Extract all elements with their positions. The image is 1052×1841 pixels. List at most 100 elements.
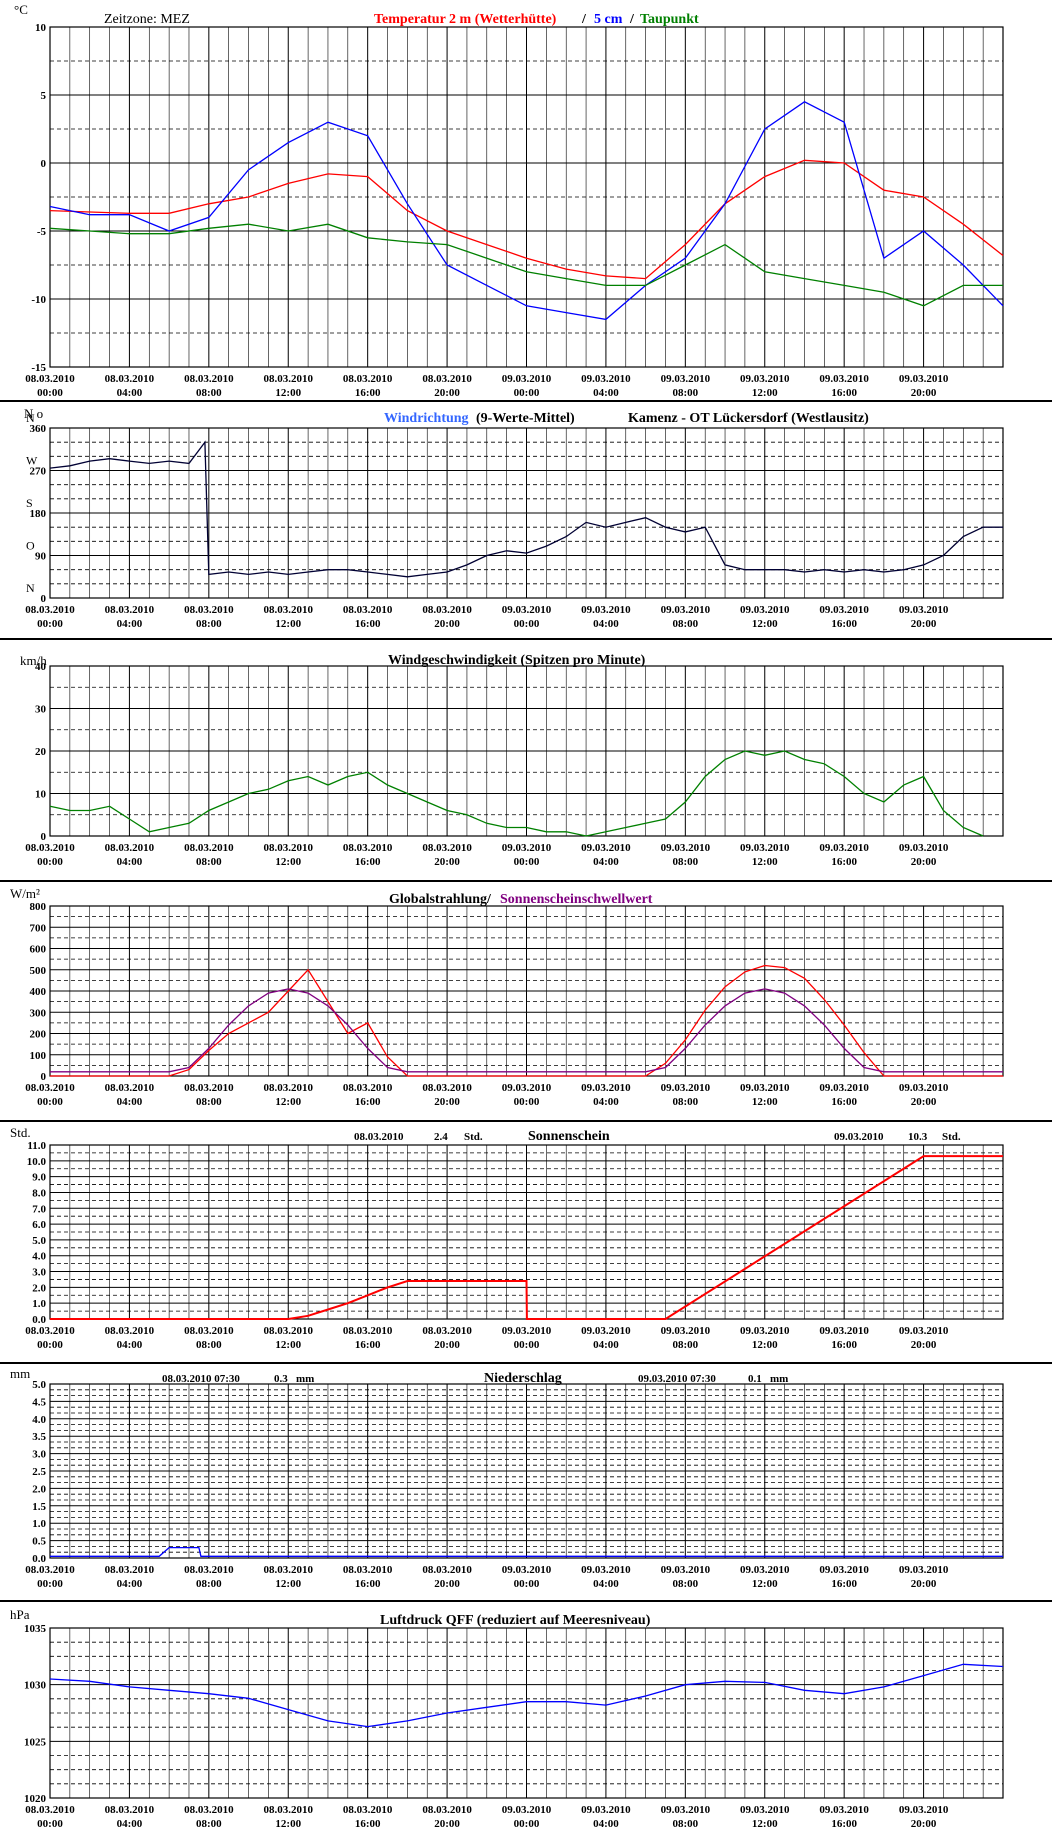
x-tick-time: 12:00 (275, 387, 301, 399)
sunshine-day2-value: 10.3 (908, 1131, 928, 1143)
sunshine-chart: Std. 08.03.2010 2.4 Std. Sonnenschein 09… (10, 1125, 1004, 1351)
sunshine-day2-date: 09.03.2010 (834, 1131, 884, 1143)
x-tick-time: 16:00 (355, 1578, 381, 1590)
time-zone-label: Zeitzone: MEZ (104, 12, 190, 27)
y-tick-label: 1025 (24, 1736, 47, 1748)
x-tick-date: 08.03.2010 (184, 1325, 234, 1337)
x-tick-date: 09.03.2010 (740, 1564, 790, 1576)
wind-direction-chart: N o Windrichtung (9-Werte-Mittel) Kamenz… (24, 406, 1004, 630)
x-tick-time: 04:00 (593, 1578, 619, 1590)
x-tick-time: 16:00 (355, 618, 381, 630)
x-tick-date: 09.03.2010 (740, 842, 790, 854)
x-tick-time: 04:00 (117, 1096, 143, 1108)
temp-unit: °C (14, 2, 28, 17)
y-tick-label: 11.0 (27, 1140, 46, 1152)
x-tick-time: 08:00 (196, 618, 222, 630)
title-slash-2: / (629, 12, 635, 27)
x-tick-date: 08.03.2010 (25, 1325, 75, 1337)
x-tick-date: 08.03.2010 (343, 1325, 393, 1337)
x-tick-date: 08.03.2010 (25, 1804, 75, 1816)
x-tick-date: 08.03.2010 (25, 1082, 75, 1094)
y-tick-label: 0.0 (32, 1314, 46, 1326)
x-tick-time: 16:00 (831, 1339, 857, 1351)
x-tick-date: 09.03.2010 (819, 373, 869, 385)
x-tick-date: 09.03.2010 (661, 1082, 711, 1094)
x-tick-time: 20:00 (434, 1818, 460, 1830)
y-tick-label: -10 (31, 294, 46, 306)
x-tick-time: 20:00 (434, 856, 460, 868)
plot-frame (49, 1383, 1004, 1559)
x-tick-date: 08.03.2010 (105, 842, 155, 854)
x-tick-date: 09.03.2010 (661, 1804, 711, 1816)
x-tick-time: 20:00 (911, 1339, 937, 1351)
wind-dir-title: Windrichtung (384, 411, 469, 426)
x-tick-time: 20:00 (911, 387, 937, 399)
x-tick-date: 08.03.2010 (184, 604, 234, 616)
wind-speed-panel: km/h Windgeschwindigkeit (Spitzen pro Mi… (0, 640, 1052, 882)
sunshine-threshold-line (50, 988, 1003, 1073)
x-tick-date: 08.03.2010 (25, 1564, 75, 1576)
wind-speed-unit: km/h (20, 653, 47, 668)
temp-5cm-title: 5 cm (594, 12, 623, 27)
x-tick-time: 00:00 (514, 618, 540, 630)
x-tick-time: 04:00 (593, 856, 619, 868)
x-tick-time: 08:00 (196, 1578, 222, 1590)
x-tick-date: 09.03.2010 (502, 373, 552, 385)
temp-2m-title: Temperatur 2 m (Wetterhütte) (374, 12, 557, 27)
y-tick-label: 0.0 (32, 1553, 46, 1565)
x-tick-time: 16:00 (355, 1818, 381, 1830)
x-tick-date: 09.03.2010 (661, 373, 711, 385)
x-tick-time: 08:00 (196, 1339, 222, 1351)
x-tick-time: 04:00 (117, 387, 143, 399)
pressure-chart: hPa Luftdruck QFF (reduziert auf Meeresn… (10, 1607, 1004, 1830)
radiation-panel: W/m² Globalstrahlung/ Sonnenscheinschwel… (0, 882, 1052, 1122)
x-tick-time: 04:00 (117, 1578, 143, 1590)
y-tick-label: 700 (30, 922, 47, 934)
wind-dir-avg-title: (9-Werte-Mittel) (476, 411, 575, 426)
y-tick-label: 2.0 (32, 1483, 46, 1495)
x-tick-time: 16:00 (355, 1096, 381, 1108)
x-tick-time: 08:00 (196, 1096, 222, 1108)
x-tick-time: 04:00 (117, 1339, 143, 1351)
temp-2m-line (49, 159, 1004, 280)
x-tick-time: 08:00 (196, 1818, 222, 1830)
x-tick-date: 09.03.2010 (819, 604, 869, 616)
x-tick-time: 00:00 (37, 1578, 63, 1590)
x-tick-time: 00:00 (514, 1578, 540, 1590)
pressure-panel: hPa Luftdruck QFF (reduziert auf Meeresn… (0, 1602, 1052, 1841)
x-tick-date: 09.03.2010 (661, 1325, 711, 1337)
x-tick-time: 08:00 (672, 1578, 698, 1590)
x-tick-date: 08.03.2010 (184, 842, 234, 854)
dew-point-title: Taupunkt (640, 12, 699, 27)
x-tick-date: 08.03.2010 (264, 1082, 314, 1094)
x-tick-date: 08.03.2010 (422, 842, 472, 854)
x-tick-time: 08:00 (672, 618, 698, 630)
y-tick-label: 300 (30, 1007, 47, 1019)
x-tick-date: 09.03.2010 (899, 1082, 949, 1094)
x-tick-date: 09.03.2010 (581, 1325, 631, 1337)
x-tick-time: 20:00 (911, 856, 937, 868)
y-tick-label: 0.5 (32, 1536, 46, 1548)
x-tick-time: 00:00 (514, 1339, 540, 1351)
y-tick-label: 1.0 (32, 1518, 46, 1530)
pressure-unit: hPa (10, 1607, 30, 1622)
y-tick-label: 7.0 (32, 1203, 46, 1215)
x-tick-date: 09.03.2010 (819, 1325, 869, 1337)
x-tick-date: 09.03.2010 (899, 1804, 949, 1816)
x-tick-date: 08.03.2010 (184, 1804, 234, 1816)
x-tick-time: 00:00 (514, 856, 540, 868)
x-tick-date: 08.03.2010 (343, 1082, 393, 1094)
pressure-title: Luftdruck QFF (reduziert auf Meeresnivea… (380, 1613, 651, 1628)
x-tick-date: 08.03.2010 (264, 1325, 314, 1337)
y-tick-label: 800 (30, 901, 47, 913)
y-tick-label: -15 (31, 362, 46, 374)
y-tick-label: 4.0 (32, 1251, 46, 1263)
x-tick-time: 04:00 (593, 387, 619, 399)
wind-dir-unit: N o (24, 406, 43, 421)
x-tick-date: 08.03.2010 (25, 604, 75, 616)
y-tick-label: 5.0 (32, 1235, 46, 1247)
x-tick-time: 16:00 (355, 1339, 381, 1351)
x-tick-time: 12:00 (752, 856, 778, 868)
x-tick-date: 09.03.2010 (581, 604, 631, 616)
x-tick-time: 12:00 (752, 1818, 778, 1830)
